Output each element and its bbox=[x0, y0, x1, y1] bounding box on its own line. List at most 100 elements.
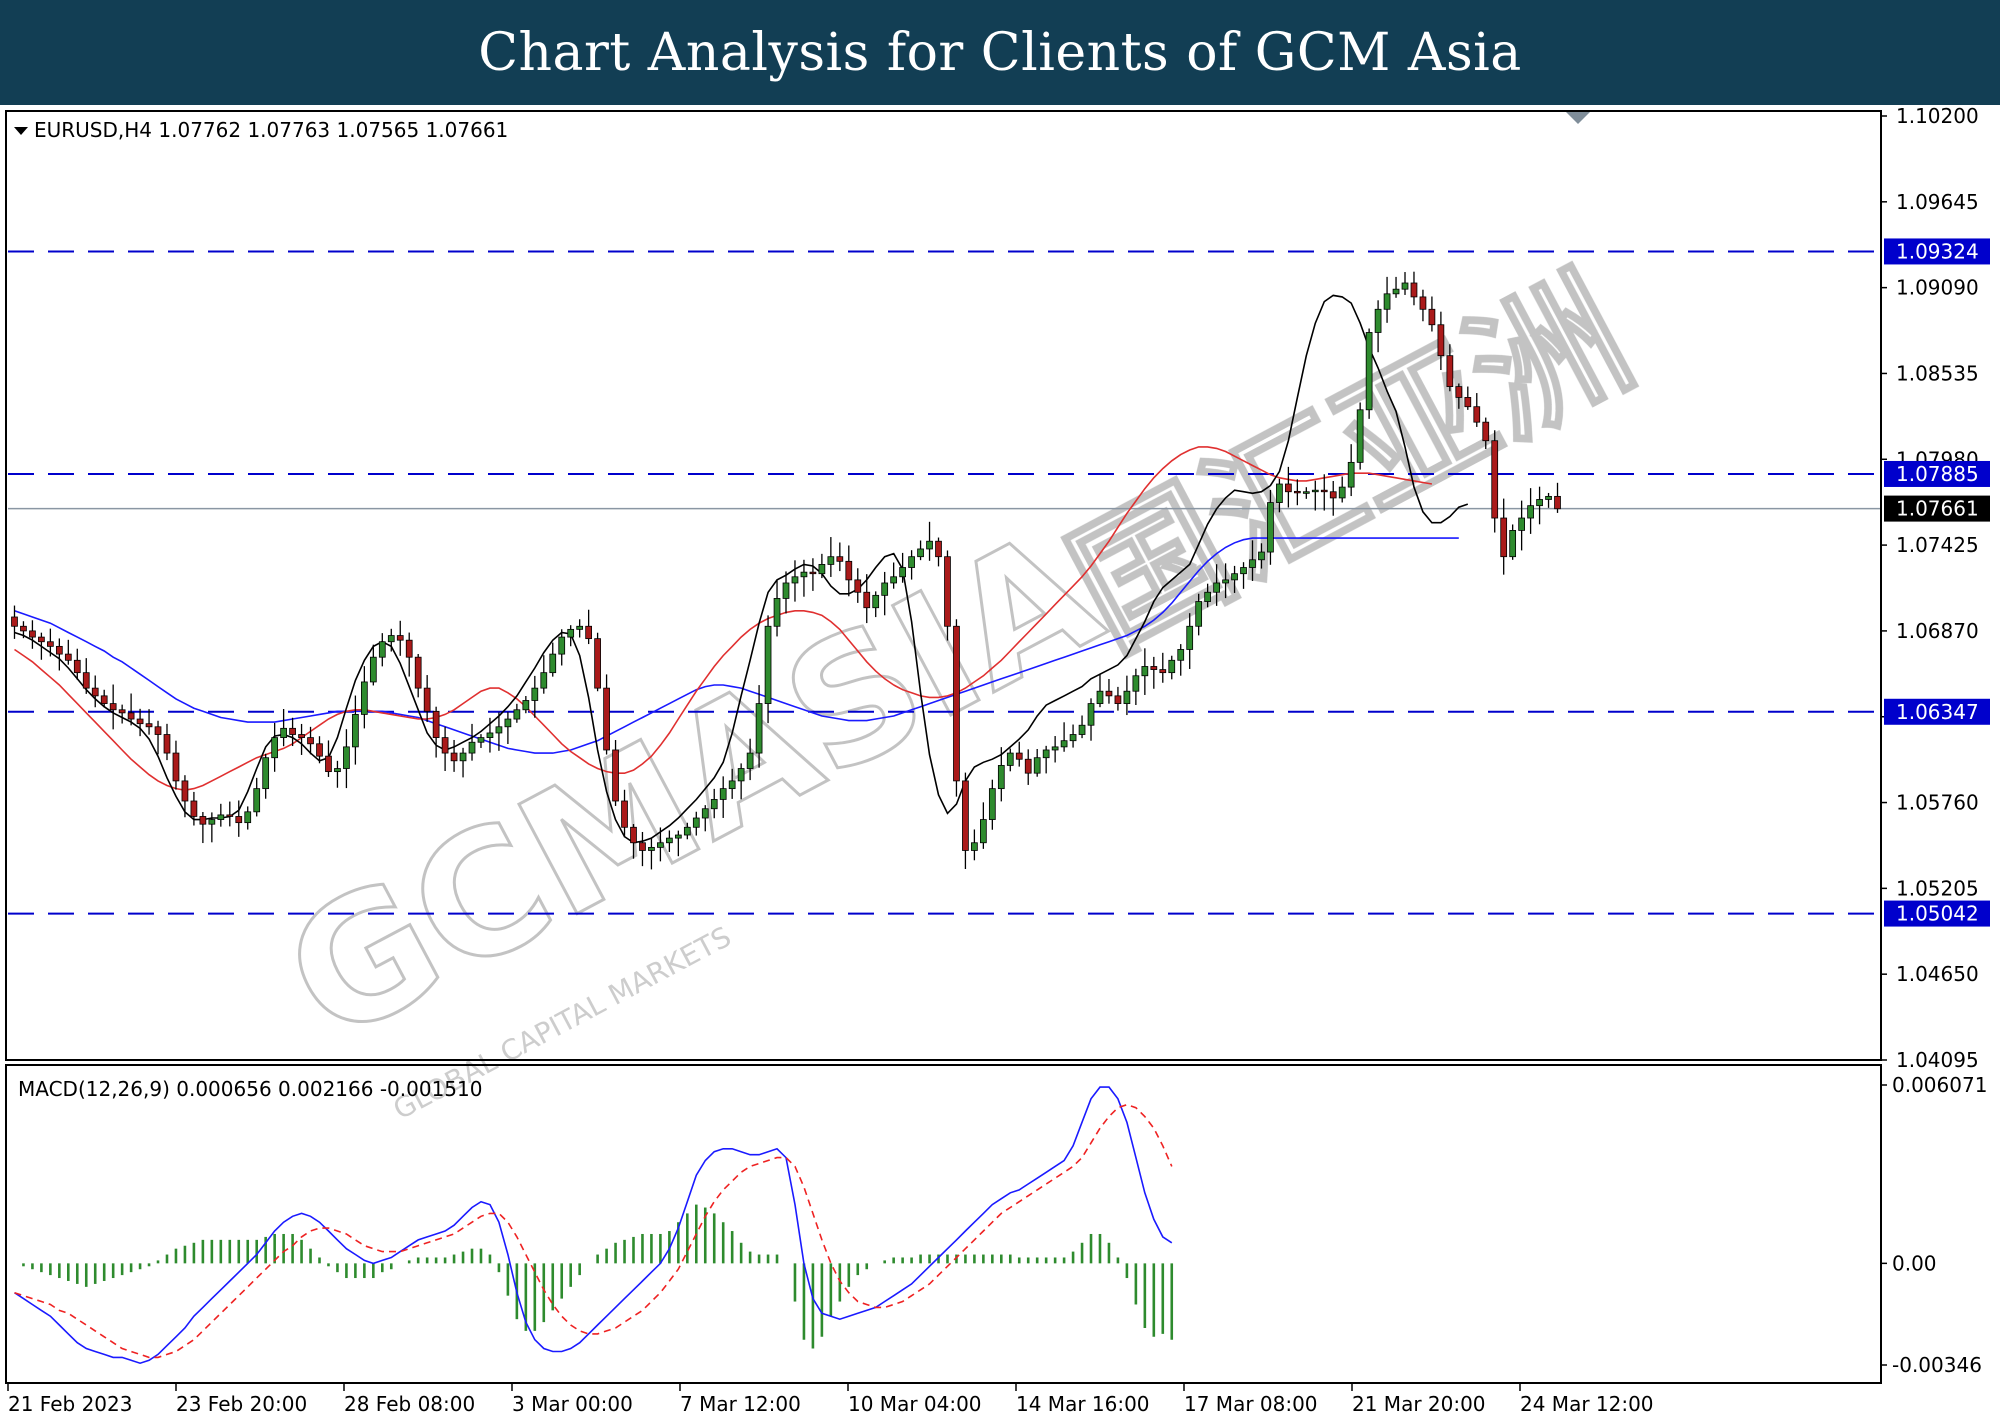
candle bbox=[935, 537, 942, 567]
candle bbox=[737, 763, 745, 800]
candle bbox=[1320, 474, 1328, 511]
candle bbox=[1258, 543, 1265, 569]
candle bbox=[1060, 722, 1068, 752]
candle bbox=[1186, 613, 1194, 669]
candle bbox=[423, 675, 431, 722]
candle bbox=[836, 542, 844, 572]
candle bbox=[818, 553, 826, 579]
candle bbox=[603, 674, 610, 755]
candle bbox=[280, 708, 287, 747]
candle bbox=[648, 838, 655, 870]
candle bbox=[1006, 748, 1014, 772]
candle bbox=[459, 747, 467, 778]
candle bbox=[1285, 466, 1292, 508]
page-title: Chart Analysis for Clients of GCM Asia bbox=[478, 22, 1522, 83]
candle bbox=[719, 776, 727, 818]
candle bbox=[594, 632, 601, 692]
candle bbox=[172, 740, 180, 790]
candle bbox=[980, 802, 987, 849]
candle bbox=[1437, 311, 1445, 371]
candle bbox=[576, 619, 584, 638]
macd-axis-label: -0.00346 bbox=[1892, 1353, 1982, 1377]
candle bbox=[1096, 673, 1104, 708]
price-info-label: EURUSD,H4 1.07762 1.07763 1.07565 1.0766… bbox=[34, 118, 508, 142]
candle bbox=[692, 811, 700, 836]
candle bbox=[863, 574, 871, 624]
candle bbox=[890, 562, 898, 589]
candle bbox=[1446, 344, 1454, 392]
chart-shift-marker-icon[interactable] bbox=[1566, 112, 1590, 124]
macd-axis-label: 0.006071 bbox=[1892, 1073, 1987, 1097]
price-panel[interactable]: EURUSD,H4 1.07762 1.07763 1.07565 1.0766… bbox=[5, 105, 1990, 1072]
price-axis-label: 1.09090 bbox=[1896, 276, 1979, 300]
candle bbox=[307, 726, 314, 755]
candle bbox=[127, 693, 135, 726]
candle bbox=[217, 803, 225, 827]
level-tag-0: 1.09324 bbox=[1884, 238, 1990, 265]
candle bbox=[1410, 271, 1418, 306]
candle bbox=[396, 620, 404, 656]
candle bbox=[701, 805, 709, 832]
candle bbox=[352, 695, 359, 765]
candle bbox=[1114, 686, 1122, 711]
candle bbox=[872, 591, 880, 618]
candle bbox=[1536, 486, 1543, 525]
candle bbox=[432, 706, 440, 758]
time-axis-label: 3 Mar 00:00 bbox=[512, 1392, 633, 1416]
price-axis-label: 1.10200 bbox=[1896, 105, 1979, 128]
candle bbox=[1392, 276, 1400, 298]
macd-panel[interactable]: MACD(12,26,9) 0.000656 0.002166 -0.00151… bbox=[5, 1064, 1987, 1384]
candle bbox=[1509, 524, 1517, 560]
signal-line bbox=[14, 1103, 1173, 1359]
candle bbox=[1105, 678, 1113, 704]
candle bbox=[11, 605, 18, 639]
candle bbox=[513, 703, 521, 723]
candle bbox=[558, 629, 566, 666]
candle bbox=[1302, 487, 1310, 499]
candle bbox=[1069, 724, 1077, 748]
candle bbox=[531, 675, 539, 718]
candle bbox=[1365, 328, 1373, 419]
candle bbox=[800, 559, 808, 597]
candle bbox=[29, 620, 36, 649]
time-axis-label: 7 Mar 12:00 bbox=[680, 1392, 801, 1416]
macd-lines bbox=[14, 1086, 1173, 1365]
candle bbox=[549, 642, 557, 677]
candle bbox=[244, 806, 252, 830]
candle bbox=[710, 788, 718, 819]
candle bbox=[1078, 715, 1086, 739]
candle bbox=[477, 734, 485, 748]
candle bbox=[55, 638, 63, 671]
candle bbox=[1482, 417, 1490, 450]
level-tag-2-text: 1.06347 bbox=[1896, 700, 1979, 724]
candle bbox=[1473, 393, 1481, 427]
candle bbox=[118, 704, 126, 724]
candle bbox=[567, 625, 575, 647]
candle bbox=[325, 740, 332, 777]
candle bbox=[199, 812, 207, 844]
candle bbox=[1123, 675, 1131, 716]
candle bbox=[1293, 479, 1301, 506]
candle bbox=[73, 648, 81, 680]
current-price-tag: 1.07661 bbox=[1884, 495, 1990, 522]
candle bbox=[1338, 476, 1346, 503]
candle bbox=[1177, 644, 1185, 676]
candle bbox=[1464, 386, 1472, 410]
time-axis-label: 10 Mar 04:00 bbox=[848, 1392, 982, 1416]
level-tag-3: 1.05042 bbox=[1884, 900, 1990, 927]
symbol-menu-triangle-icon[interactable] bbox=[14, 127, 28, 135]
level-tag-3-text: 1.05042 bbox=[1896, 902, 1979, 926]
time-axis-label: 24 Mar 12:00 bbox=[1520, 1392, 1654, 1416]
price-axis-label: 1.04095 bbox=[1896, 1048, 1979, 1072]
price-axis-label: 1.08535 bbox=[1896, 361, 1979, 385]
candle bbox=[20, 621, 27, 639]
candle bbox=[226, 801, 234, 827]
level-tag-2: 1.06347 bbox=[1884, 698, 1990, 725]
price-axis-label: 1.06870 bbox=[1896, 619, 1979, 643]
macd-histogram bbox=[22, 1204, 1174, 1349]
candle bbox=[414, 653, 422, 698]
candle bbox=[504, 712, 512, 744]
candle bbox=[944, 550, 951, 641]
candle bbox=[47, 628, 54, 657]
candle bbox=[136, 708, 144, 737]
